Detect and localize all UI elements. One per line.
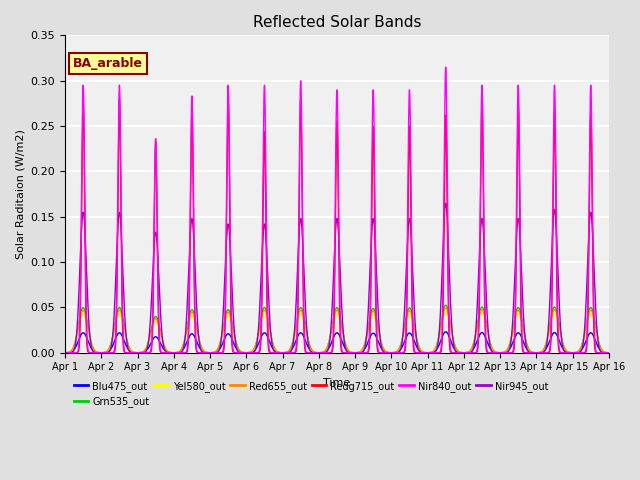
Text: BA_arable: BA_arable — [73, 57, 143, 70]
X-axis label: Time: Time — [323, 378, 351, 388]
Title: Reflected Solar Bands: Reflected Solar Bands — [253, 15, 421, 30]
Legend: Blu475_out, Grn535_out, Yel580_out, Red655_out, Redg715_out, Nir840_out, Nir945_: Blu475_out, Grn535_out, Yel580_out, Red6… — [70, 377, 552, 411]
Y-axis label: Solar Raditaion (W/m2): Solar Raditaion (W/m2) — [15, 129, 25, 259]
